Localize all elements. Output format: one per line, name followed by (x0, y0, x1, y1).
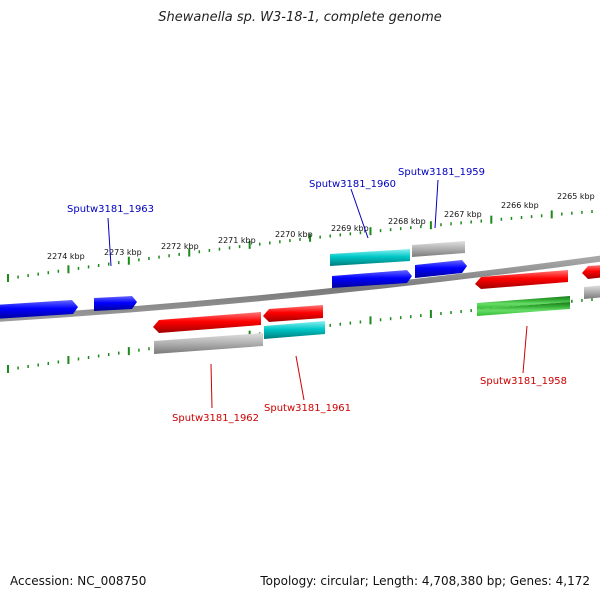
accession-text: Accession: NC_008750 (10, 574, 147, 588)
gene-arrow[interactable] (475, 270, 568, 289)
gene-arrow[interactable] (477, 296, 570, 309)
gene-arrow[interactable] (477, 302, 570, 316)
gene-label[interactable]: Sputw3181_1962 (172, 413, 259, 424)
gene-arrow[interactable] (94, 296, 137, 311)
gene-labels: Sputw3181_1963 Sputw3181_1960 Sputw3181_… (67, 167, 567, 424)
kbp-label: 2274 kbp (47, 252, 85, 261)
gene-arrow[interactable] (153, 312, 261, 333)
genome-title: Shewanella sp. W3-18-1, complete genome (158, 10, 442, 25)
gene-arrow[interactable] (0, 300, 78, 319)
reverse-strand (153, 265, 600, 354)
kbp-label: 2268 kbp (388, 217, 426, 226)
kbp-label: 2271 kbp (218, 236, 256, 245)
gene-label[interactable]: Sputw3181_1959 (398, 167, 485, 178)
gene-arrow[interactable] (264, 321, 325, 339)
gene-arrow[interactable] (412, 241, 465, 257)
kbp-label: 2266 kbp (501, 201, 539, 210)
forward-strand (0, 241, 467, 319)
kbp-label: 2272 kbp (161, 242, 199, 251)
genome-summary-text: Topology: circular; Length: 4,708,380 bp… (260, 574, 590, 588)
outer-tick-track (7, 210, 593, 282)
gene-arrow[interactable] (154, 333, 263, 354)
kbp-label: 2273 kbp (104, 248, 142, 257)
gene-arrow[interactable] (415, 260, 467, 278)
gene-callouts (107, 179, 528, 409)
gene-arrow[interactable] (582, 265, 600, 279)
gene-label[interactable]: Sputw3181_1958 (480, 376, 567, 387)
gene-arrow[interactable] (332, 270, 412, 288)
gene-label[interactable]: Sputw3181_1961 (264, 403, 351, 414)
kbp-label: 2265 kbp (557, 192, 595, 201)
gene-arrow[interactable] (263, 305, 323, 322)
gene-label[interactable]: Sputw3181_1960 (309, 179, 396, 190)
kbp-label: 2269 kbp (331, 224, 369, 233)
genome-backbone (0, 255, 600, 322)
gene-arrow[interactable] (584, 285, 600, 299)
gene-label[interactable]: Sputw3181_1963 (67, 204, 154, 215)
kbp-label: 2267 kbp (444, 210, 482, 219)
kbp-labels: 2274 kbp 2273 kbp 2272 kbp 2271 kbp 2270… (47, 192, 595, 261)
gene-arrow[interactable] (330, 249, 410, 266)
kbp-label: 2270 kbp (275, 230, 313, 239)
